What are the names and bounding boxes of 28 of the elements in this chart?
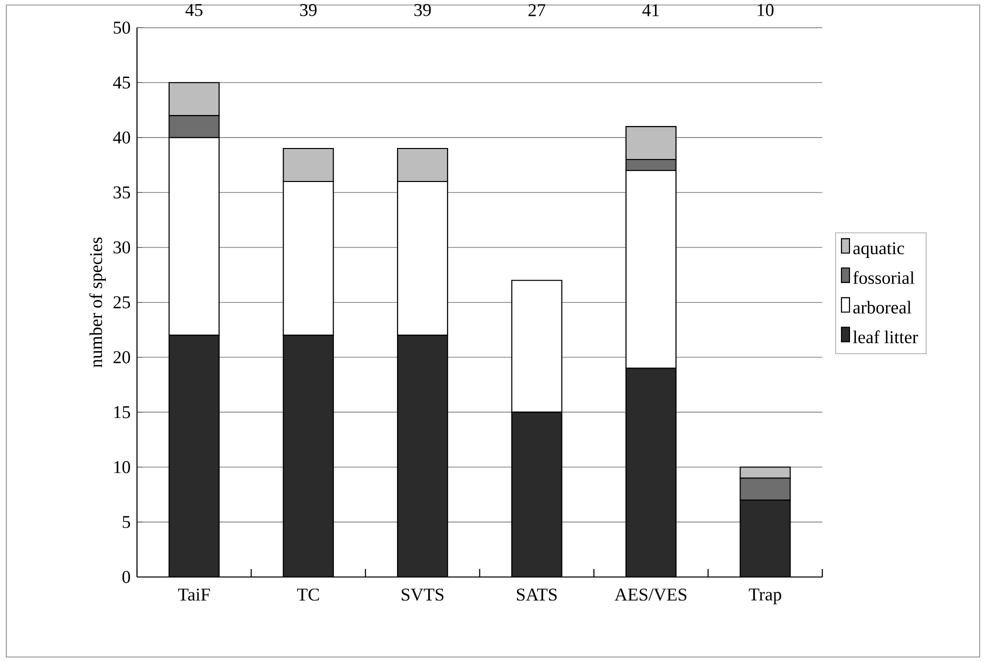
y-tick-label: 40 xyxy=(113,131,130,144)
y-tick-label: 5 xyxy=(122,516,130,528)
x-tick-label: SVTS xyxy=(402,588,444,601)
y-tick-label: 0 xyxy=(122,570,130,584)
x-tick-label: TaiF xyxy=(178,588,210,601)
y-tick-label: 30 xyxy=(114,241,130,254)
x-tick-label: SATS xyxy=(516,588,557,601)
y-tick-label: 35 xyxy=(114,186,130,199)
text: 10 xyxy=(758,4,774,16)
y-tick-label: 15 xyxy=(114,406,130,418)
text: 45 xyxy=(185,4,202,16)
text: 39 xyxy=(414,4,431,16)
x-tick-label: TC xyxy=(297,588,319,601)
y-axis-title: number of species xyxy=(89,237,106,368)
x-tick-label: Trap xyxy=(748,588,782,604)
y-tick-label: 20 xyxy=(114,351,130,364)
y-tick-label: 45 xyxy=(113,76,130,89)
legend-label: leaf litter xyxy=(853,330,918,344)
x-tick-label: AES/VES xyxy=(614,588,686,601)
legend-label: arboreal xyxy=(853,300,912,314)
legend-label: fossorial xyxy=(853,271,914,284)
y-tick-label: 10 xyxy=(114,461,130,474)
y-tick-label: 25 xyxy=(114,296,130,308)
y-tick-label: 50 xyxy=(114,22,130,34)
legend-label: aquatic xyxy=(853,242,904,258)
text: 27 xyxy=(528,4,546,16)
text: 41 xyxy=(642,4,659,16)
text: 39 xyxy=(300,4,317,16)
